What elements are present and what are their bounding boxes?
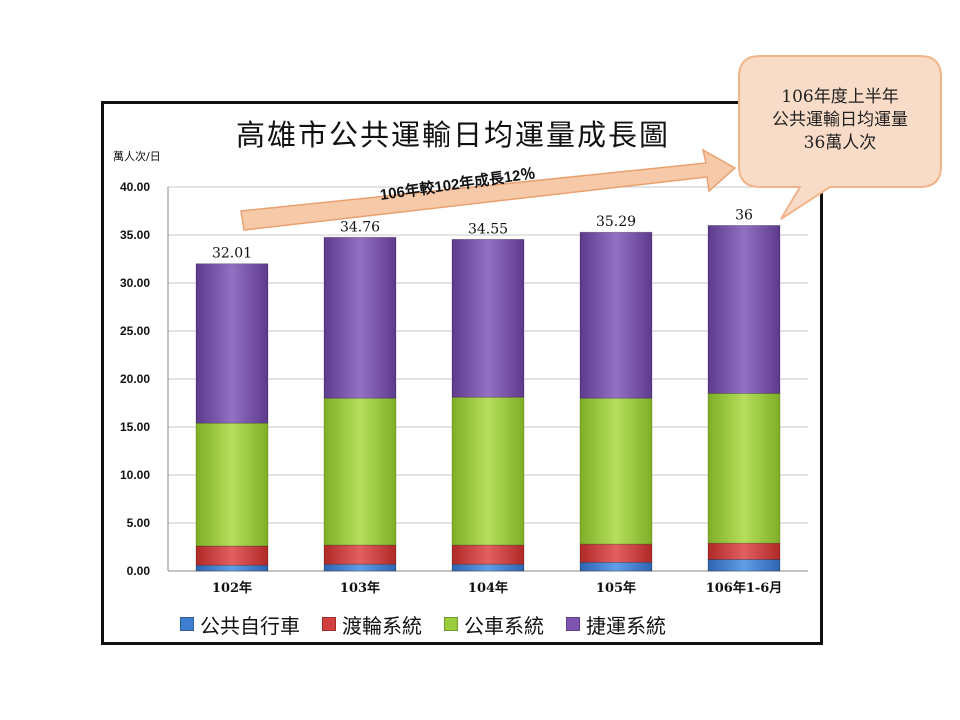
total-label: 32.01 [212, 246, 252, 262]
bar-segment [707, 559, 781, 572]
total-label: 35.29 [596, 214, 636, 230]
bar-segment [707, 392, 781, 544]
x-tick-label: 103年 [340, 580, 380, 596]
bars-layer [195, 224, 781, 572]
legend-label-mrt: 捷運系統 [586, 613, 666, 638]
y-tick-label: 15.00 [120, 420, 150, 434]
bar-segment [323, 236, 397, 399]
bar-segment [323, 563, 397, 572]
legend-item-bike: 公共自行車 [180, 610, 300, 639]
labels-layer: 0.00 5.00 10.00 15.00 20.00 25.00 30.00 35.00 40… [120, 180, 782, 596]
callout-line-1: 106年度上半年 [781, 87, 899, 107]
y-tick-label: 5.00 [127, 516, 151, 530]
legend-item-ferry: 渡輪系統 [322, 610, 422, 639]
total-label: 34.76 [340, 219, 380, 235]
legend-swatch-ferry [322, 617, 336, 631]
bar-segment [579, 231, 653, 399]
legend-label-bike: 公共自行車 [200, 613, 300, 638]
legend-swatch-mrt [566, 617, 580, 631]
bar-segment [195, 422, 269, 547]
callout-text: 106年度上半年 公共運輸日均運量 36萬人次 [740, 86, 940, 155]
bar-segment [195, 545, 269, 566]
y-tick-label: 30.00 [120, 276, 150, 290]
y-tick-label: 35.00 [120, 228, 150, 242]
legend-item-mrt: 捷運系統 [566, 610, 666, 639]
callout-line-3: 36萬人次 [803, 133, 877, 153]
bar-segment [323, 544, 397, 565]
growth-arrow [240, 148, 737, 231]
bar-segment [579, 397, 653, 545]
x-tick-label: 105年 [596, 580, 636, 596]
bar-segment [451, 544, 525, 565]
total-label: 34.55 [468, 221, 508, 237]
legend-label-bus: 公車系統 [464, 613, 544, 638]
legend-swatch-bus [444, 617, 458, 631]
y-tick-label: 0.00 [127, 564, 151, 578]
bar-segment [451, 238, 525, 398]
legend-swatch-bike [180, 617, 194, 631]
legend-item-bus: 公車系統 [444, 610, 544, 639]
x-tick-label: 104年 [468, 580, 508, 596]
total-label: 36 [735, 207, 753, 223]
bar-segment [579, 561, 653, 572]
chart-title: 高雄市公共運輸日均運量成長圖 [235, 118, 670, 152]
x-tick-label: 106年1-6月 [706, 580, 783, 596]
callout-bubble [738, 55, 942, 220]
bar-segment [451, 563, 525, 572]
bar-segment [707, 542, 781, 560]
bar-segment [323, 397, 397, 546]
legend-label-ferry: 渡輪系統 [342, 613, 422, 638]
bar-segment [195, 564, 269, 572]
x-tick-label: 102年 [212, 580, 252, 596]
unit-label: 萬人次/日 [113, 150, 161, 163]
bar-segment [579, 543, 653, 563]
y-tick-label: 20.00 [120, 372, 150, 386]
callout-line-2: 公共運輸日均運量 [772, 110, 908, 130]
y-tick-label: 10.00 [120, 468, 150, 482]
y-tick-label: 25.00 [120, 324, 150, 338]
bar-segment [195, 263, 269, 424]
bar-segment [707, 224, 781, 394]
legend: 公共自行車 渡輪系統 公車系統 捷運系統 [180, 606, 800, 642]
y-tick-label: 40.00 [120, 180, 150, 194]
bar-segment [451, 396, 525, 546]
